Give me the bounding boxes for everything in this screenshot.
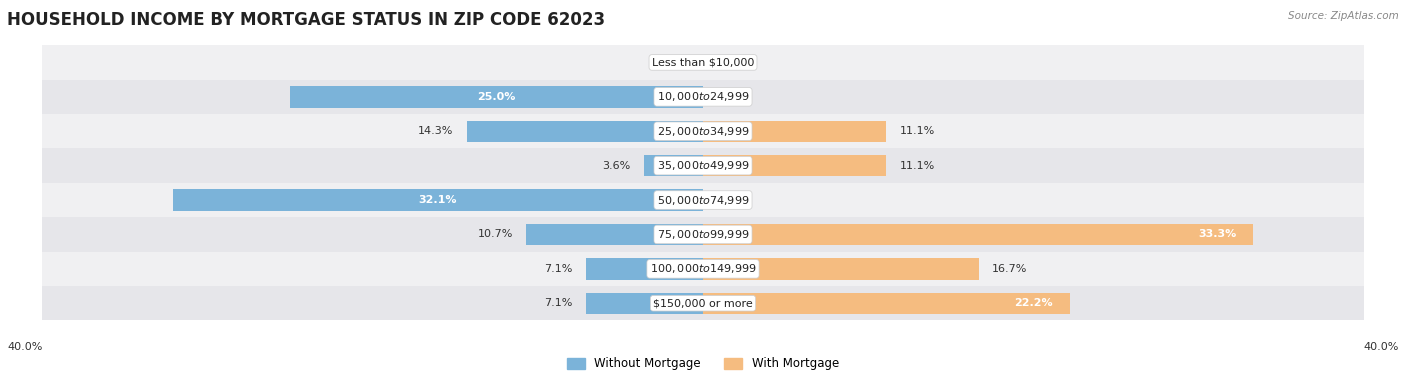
Bar — [526, 224, 703, 245]
Bar — [703, 155, 886, 176]
Bar — [42, 149, 1364, 183]
Text: $10,000 to $24,999: $10,000 to $24,999 — [657, 90, 749, 103]
Text: $50,000 to $74,999: $50,000 to $74,999 — [657, 193, 749, 207]
Text: 7.1%: 7.1% — [544, 298, 572, 308]
Bar — [586, 258, 703, 279]
Text: 40.0%: 40.0% — [7, 342, 42, 352]
Bar — [703, 258, 979, 279]
Bar — [42, 252, 1364, 286]
Bar — [644, 155, 703, 176]
Text: $25,000 to $34,999: $25,000 to $34,999 — [657, 125, 749, 138]
Bar — [703, 121, 886, 142]
Text: 32.1%: 32.1% — [419, 195, 457, 205]
Bar — [42, 286, 1364, 320]
Bar — [703, 293, 1070, 314]
Text: 0.0%: 0.0% — [716, 195, 744, 205]
Text: $35,000 to $49,999: $35,000 to $49,999 — [657, 159, 749, 172]
Text: $150,000 or more: $150,000 or more — [654, 298, 752, 308]
Text: 14.3%: 14.3% — [418, 126, 454, 136]
Bar — [290, 86, 703, 107]
Legend: Without Mortgage, With Mortgage: Without Mortgage, With Mortgage — [562, 352, 844, 375]
Text: 0.0%: 0.0% — [716, 57, 744, 67]
Text: 0.0%: 0.0% — [662, 57, 690, 67]
Bar — [173, 189, 703, 211]
Text: 22.2%: 22.2% — [1015, 298, 1053, 308]
Bar — [42, 114, 1364, 149]
Text: Source: ZipAtlas.com: Source: ZipAtlas.com — [1288, 11, 1399, 21]
Text: 33.3%: 33.3% — [1198, 230, 1237, 239]
Text: 10.7%: 10.7% — [478, 230, 513, 239]
Bar — [586, 293, 703, 314]
Text: 11.1%: 11.1% — [900, 161, 935, 171]
Text: 0.0%: 0.0% — [716, 92, 744, 102]
Bar — [42, 217, 1364, 252]
Text: 3.6%: 3.6% — [602, 161, 630, 171]
Bar — [42, 183, 1364, 217]
Text: $100,000 to $149,999: $100,000 to $149,999 — [650, 262, 756, 275]
Text: $75,000 to $99,999: $75,000 to $99,999 — [657, 228, 749, 241]
Bar — [42, 80, 1364, 114]
Text: HOUSEHOLD INCOME BY MORTGAGE STATUS IN ZIP CODE 62023: HOUSEHOLD INCOME BY MORTGAGE STATUS IN Z… — [7, 11, 605, 29]
Text: 16.7%: 16.7% — [993, 264, 1028, 274]
Text: Less than $10,000: Less than $10,000 — [652, 57, 754, 67]
Text: 7.1%: 7.1% — [544, 264, 572, 274]
Text: 11.1%: 11.1% — [900, 126, 935, 136]
Text: 25.0%: 25.0% — [477, 92, 516, 102]
Bar — [703, 224, 1253, 245]
Bar — [467, 121, 703, 142]
Text: 40.0%: 40.0% — [1364, 342, 1399, 352]
Bar — [42, 45, 1364, 80]
